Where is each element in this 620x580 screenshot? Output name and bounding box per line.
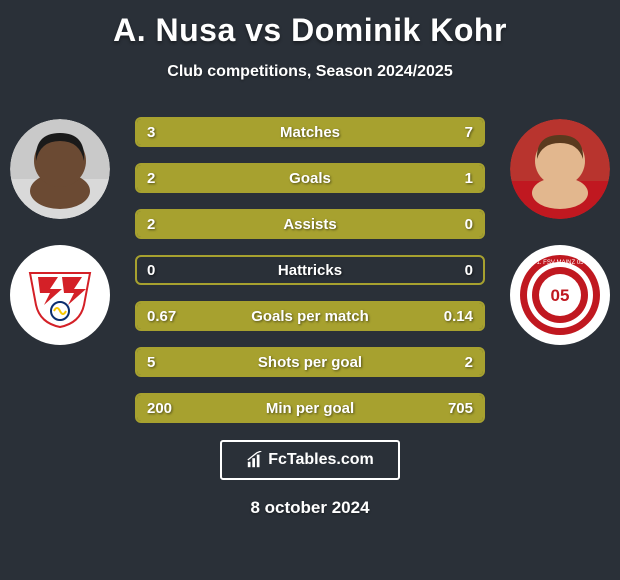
stat-row: 200705Min per goal xyxy=(135,393,485,423)
stat-value-right: 7 xyxy=(455,119,483,145)
svg-text:05: 05 xyxy=(551,286,570,305)
avatar-left-svg xyxy=(10,119,110,219)
stats-list: 37Matches21Goals20Assists00Hattricks0.67… xyxy=(135,117,485,439)
stat-value-right: 0 xyxy=(455,257,483,283)
avatar-right-svg xyxy=(510,119,610,219)
stat-fill-left xyxy=(137,349,384,375)
stat-label: Hattricks xyxy=(137,257,483,283)
page-subtitle: Club competitions, Season 2024/2025 xyxy=(0,63,620,81)
brand-badge: FcTables.com xyxy=(220,440,400,480)
stat-row: 0.670.14Goals per match xyxy=(135,301,485,331)
stat-value-left: 200 xyxy=(137,395,182,421)
stat-row: 21Goals xyxy=(135,163,485,193)
club-right-badge: 05 1. FSV MAINZ 05 xyxy=(510,245,610,345)
club-left-badge xyxy=(10,245,110,345)
svg-text:1. FSV MAINZ 05: 1. FSV MAINZ 05 xyxy=(536,260,584,266)
stat-value-left: 3 xyxy=(137,119,165,145)
stat-fill-left xyxy=(137,165,368,191)
date-label: 8 october 2024 xyxy=(0,498,620,518)
stat-value-right: 1 xyxy=(455,165,483,191)
stat-value-right: 2 xyxy=(455,349,483,375)
stat-value-right: 0.14 xyxy=(434,303,483,329)
player-left-avatar xyxy=(10,119,110,219)
stat-value-right: 0 xyxy=(455,211,483,237)
stat-value-left: 0.67 xyxy=(137,303,186,329)
stat-value-right: 705 xyxy=(438,395,483,421)
stat-row: 52Shots per goal xyxy=(135,347,485,377)
page-title: A. Nusa vs Dominik Kohr xyxy=(0,0,620,49)
club-left-svg xyxy=(20,255,100,335)
stat-row: 20Assists xyxy=(135,209,485,239)
brand-text: FcTables.com xyxy=(268,451,374,469)
stat-value-left: 2 xyxy=(137,211,165,237)
stat-value-left: 2 xyxy=(137,165,165,191)
stat-fill-right xyxy=(241,119,483,145)
player-right-avatar xyxy=(510,119,610,219)
club-right-svg: 05 1. FSV MAINZ 05 xyxy=(518,253,602,337)
stat-row: 37Matches xyxy=(135,117,485,147)
brand-chart-icon xyxy=(246,451,264,469)
stat-fill-left xyxy=(137,211,483,237)
stat-row: 0 0Hattricks xyxy=(135,255,485,285)
stat-value-left: 5 xyxy=(137,349,165,375)
stat-value-left: 0 xyxy=(137,257,165,283)
